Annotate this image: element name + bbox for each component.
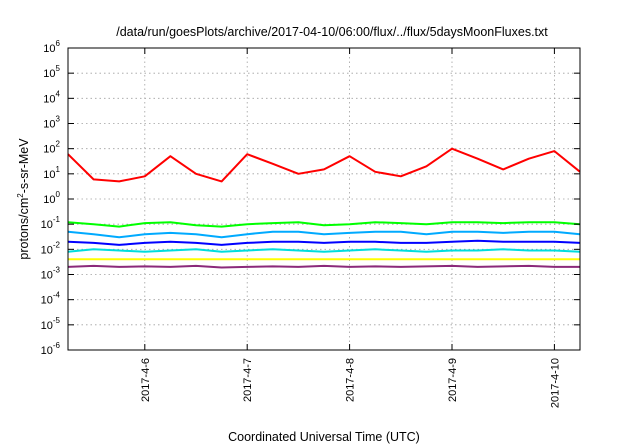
tick-layer xyxy=(68,47,580,351)
series-line-5 xyxy=(67,248,581,253)
y-tick-label: 10-6 xyxy=(41,341,61,357)
y-tick-label: 103 xyxy=(43,115,60,131)
y-tick-label: 102 xyxy=(43,140,60,156)
y-tick-label: 10-2 xyxy=(41,240,61,256)
x-tick-label: 2017-4-8 xyxy=(345,358,357,402)
y-tick-label: 10-3 xyxy=(41,266,61,282)
x-axis-label: Coordinated Universal Time (UTC) xyxy=(228,430,420,444)
series-line-7 xyxy=(67,264,580,269)
x-tick-label: 2017-4-7 xyxy=(242,358,254,402)
y-tick-labels: 10-6 10-5 10-4 10-3 10-2 10-1 100 101 102 103 104 1… xyxy=(41,39,61,357)
series-line-3 xyxy=(67,230,581,239)
series-line-4 xyxy=(67,239,581,246)
y-tick-label: 101 xyxy=(43,165,60,181)
x-tick-labels: 2017-4-6 2017-4-7 2017-4-8 2017-4-9 2017-4-1… xyxy=(140,358,562,408)
y-axis-label-sup: 2 xyxy=(16,193,25,198)
y-axis-label: protons/cm2-s-sr-MeV xyxy=(16,138,31,260)
y-tick-label: 10-5 xyxy=(41,316,61,332)
y-tick-label: 10-1 xyxy=(41,215,61,231)
chart-title: /data/run/goesPlots/archive/2017-04-10/0… xyxy=(116,25,548,39)
y-axis-label-prefix: protons/cm xyxy=(17,198,31,260)
y-tick-label: 100 xyxy=(43,190,60,206)
series-line-2 xyxy=(67,221,581,228)
series-line-1 xyxy=(67,147,581,183)
x-tick-label: 2017-4-6 xyxy=(140,358,152,402)
series-layer xyxy=(67,147,581,269)
y-axis-label-suffix: -s-sr-MeV xyxy=(17,138,31,194)
y-tick-label: 105 xyxy=(43,64,60,80)
x-tick-label: 2017-4-9 xyxy=(447,358,459,402)
y-tick-label: 106 xyxy=(43,39,60,55)
y-tick-label: 10-4 xyxy=(41,291,61,307)
y-tick-label: 104 xyxy=(43,89,60,105)
grid-layer xyxy=(68,48,580,350)
x-tick-label: 2017-4-10 xyxy=(549,358,561,408)
